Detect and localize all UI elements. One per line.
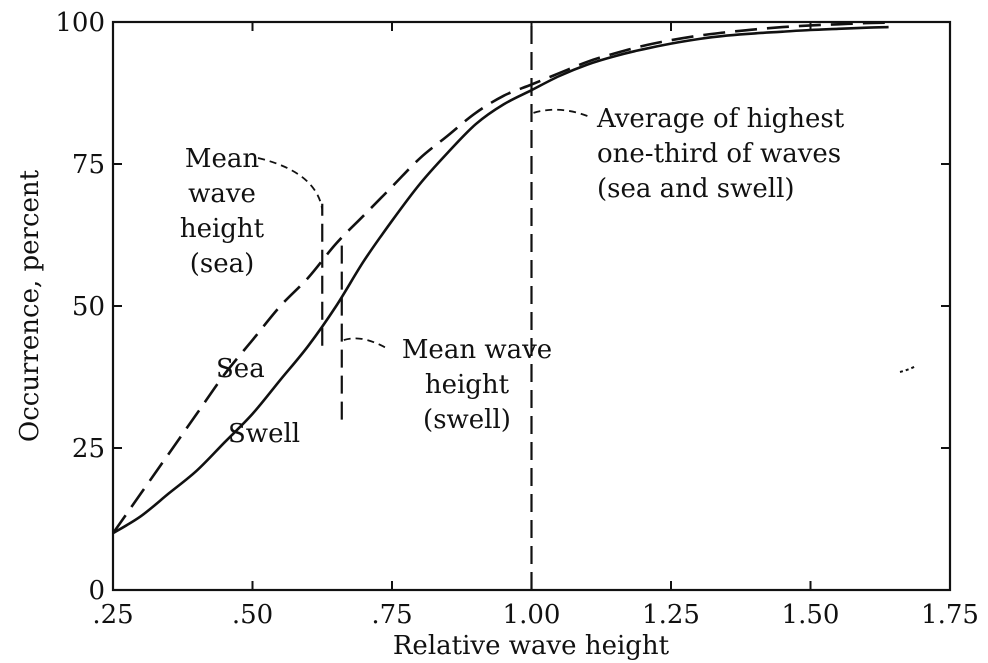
series-label-sea: Sea [216, 354, 265, 384]
annotation-highest-third-line-3: (sea and swell) [597, 174, 795, 204]
series-line-sea [111, 21, 889, 534]
stray-ink-mark [899, 365, 917, 373]
y-tick-label: 50 [72, 292, 105, 322]
series-label-swell: Swell [228, 419, 300, 449]
annotation-mean-sea-line-1: Mean [185, 144, 260, 174]
x-tick-label: 1.50 [782, 600, 840, 630]
annotation-highest-third-line-1: Average of highest [596, 104, 845, 134]
annotation-mean-sea-line-3: height [180, 214, 265, 244]
annotations: Sea Swell Mean wave height (sea) Mean wa… [180, 104, 845, 449]
curves [111, 21, 889, 535]
y-tick-label: 25 [72, 434, 105, 464]
x-tick-label: 1.25 [642, 600, 700, 630]
leader-highest-third [533, 108, 591, 118]
y-tick-label: 75 [72, 150, 105, 180]
leader-mean-swell [343, 337, 389, 350]
annotation-mean-sea-line-2: wave [188, 179, 256, 209]
y-tick-label: 0 [88, 576, 105, 606]
annotation-leaders [257, 108, 591, 350]
series-line-swell [112, 25, 889, 535]
y-tick-label: 100 [55, 8, 105, 38]
leader-mean-sea [257, 157, 324, 210]
x-tick-label: .50 [232, 600, 273, 630]
y-axis-title: Occurrence, percent [15, 169, 45, 442]
x-tick-label: 1.00 [503, 600, 561, 630]
annotation-mean-sea-line-4: (sea) [190, 249, 255, 279]
x-axis-title: Relative wave height [393, 631, 670, 661]
reference-markers [321, 22, 533, 590]
annotation-mean-swell-line-2: height [425, 370, 510, 400]
annotation-highest-third-line-2: one-third of waves [597, 139, 841, 169]
annotation-mean-swell-line-1: Mean wave [402, 335, 552, 365]
x-tick-label: .75 [371, 600, 412, 630]
x-tick-label: .25 [92, 600, 133, 630]
axis-titles: Relative wave height Occurrence, percent [15, 169, 670, 661]
axis-ticks: .25 .50 .75 1.00 1.25 1.50 1.75 0 25 50 75 100 [55, 8, 979, 630]
x-tick-label: 1.75 [921, 600, 979, 630]
annotation-mean-swell-line-3: (swell) [423, 405, 511, 435]
